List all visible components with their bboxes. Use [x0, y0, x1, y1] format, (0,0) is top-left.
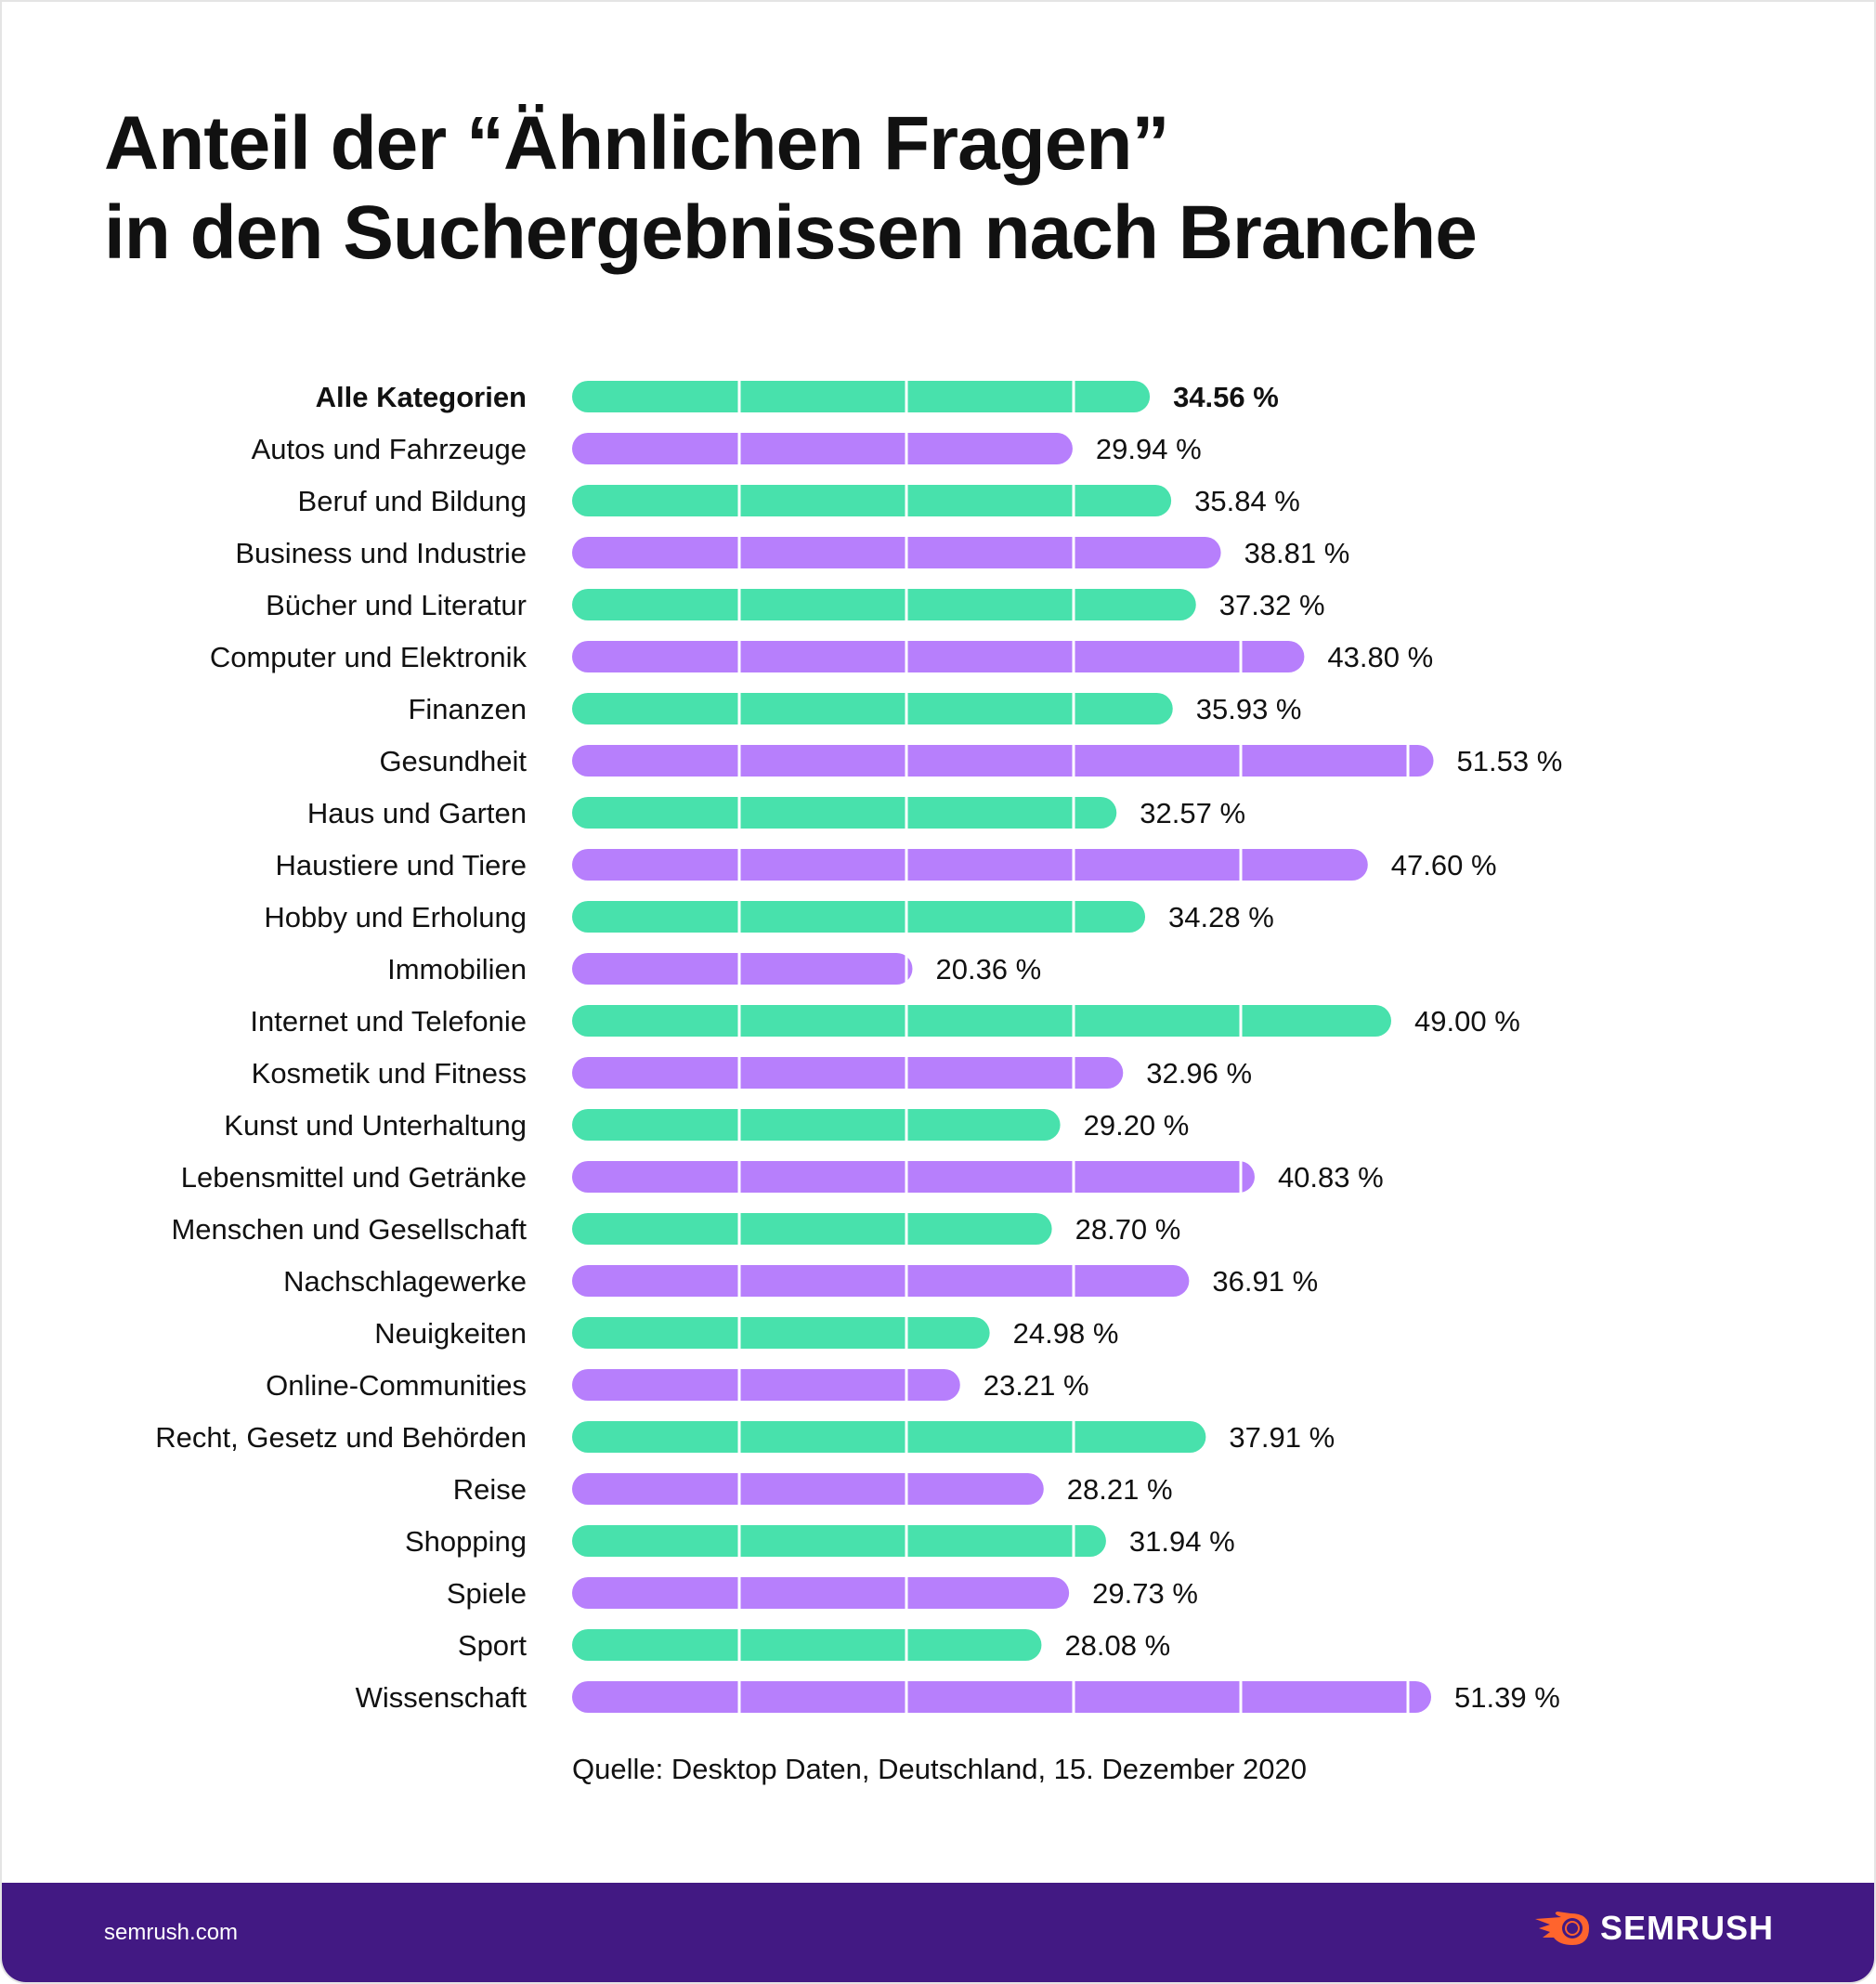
value-label: 51.53 % — [1457, 745, 1563, 777]
value-label: 28.70 % — [1075, 1213, 1181, 1246]
category-label: Hobby und Erholung — [264, 901, 527, 933]
value-label: 34.56 % — [1173, 381, 1279, 413]
bar — [572, 641, 1305, 672]
value-label: 29.20 % — [1084, 1109, 1190, 1142]
footer: semrush.com SEMRUSH — [2, 1883, 1874, 1982]
value-label: 47.60 % — [1391, 849, 1497, 881]
value-label: 20.36 % — [935, 953, 1041, 985]
category-label: Wissenschaft — [356, 1681, 528, 1714]
category-label: Haustiere und Tiere — [275, 849, 527, 881]
value-label: 28.08 % — [1064, 1629, 1170, 1662]
category-label: Shopping — [405, 1525, 527, 1558]
value-label: 40.83 % — [1278, 1161, 1384, 1194]
value-label: 49.00 % — [1414, 1005, 1520, 1038]
value-label: 38.81 % — [1244, 537, 1350, 569]
category-label: Autos und Fahrzeuge — [252, 433, 527, 465]
site-link[interactable]: semrush.com — [104, 1920, 239, 1945]
category-label: Business und Industrie — [235, 537, 527, 569]
value-label: 32.57 % — [1140, 797, 1245, 829]
bar — [572, 1057, 1124, 1089]
bar-chart: Alle Kategorien 34.56 % Autos und Fahrzeug… — [155, 381, 1563, 1714]
value-label: 37.32 % — [1219, 589, 1325, 621]
category-label: Recht, Gesetz und Behörden — [155, 1421, 527, 1454]
value-label: 23.21 % — [984, 1369, 1089, 1402]
logo-text: SEMRUSH — [1599, 1909, 1774, 1947]
value-label: 34.28 % — [1168, 901, 1274, 933]
semrush-logo: SEMRUSH — [1533, 1909, 1774, 1948]
bar — [572, 1421, 1206, 1453]
bar — [572, 485, 1172, 516]
bar — [572, 1577, 1070, 1609]
bar — [572, 901, 1146, 933]
bar — [572, 433, 1073, 464]
bar — [572, 1213, 1052, 1245]
title-line-1: Anteil der “Ähnlichen Fragen” — [104, 101, 1169, 186]
category-label: Nachschlagewerke — [283, 1265, 527, 1298]
category-label: Bücher und Literatur — [266, 589, 527, 621]
bar — [572, 953, 913, 985]
category-label: Kosmetik und Fitness — [252, 1057, 527, 1090]
category-label: Reise — [453, 1473, 527, 1506]
value-label: 31.94 % — [1129, 1525, 1235, 1558]
bar — [572, 745, 1434, 777]
bar — [572, 1681, 1432, 1713]
bar — [572, 1005, 1391, 1037]
title-line-2: in den Suchergebnissen nach Branche — [104, 190, 1478, 275]
bar — [572, 797, 1117, 829]
category-label: Computer und Elektronik — [210, 641, 528, 673]
category-label: Haus und Garten — [307, 797, 527, 829]
category-label: Beruf und Bildung — [298, 485, 527, 517]
category-label: Immobilien — [387, 953, 527, 985]
value-label: 28.21 % — [1067, 1473, 1173, 1506]
bar — [572, 693, 1173, 724]
semrush-fireball-icon — [1534, 1912, 1589, 1945]
value-label: 51.39 % — [1454, 1681, 1560, 1714]
bar — [572, 1265, 1190, 1297]
value-label: 43.80 % — [1327, 641, 1433, 673]
bar — [572, 849, 1368, 881]
category-label: Kunst und Unterhaltung — [224, 1109, 527, 1142]
category-label: Alle Kategorien — [316, 381, 527, 413]
value-label: 36.91 % — [1212, 1265, 1318, 1298]
source-note: Quelle: Desktop Daten, Deutschland, 15. … — [572, 1753, 1307, 1785]
bar — [572, 1369, 960, 1401]
value-label: 35.84 % — [1194, 485, 1300, 517]
bar — [572, 1317, 990, 1349]
bar — [572, 1525, 1106, 1557]
category-label: Online-Communities — [266, 1369, 527, 1402]
value-label: 24.98 % — [1013, 1317, 1119, 1350]
category-label: Internet und Telefonie — [250, 1005, 527, 1038]
chart-title: Anteil der “Ähnlichen Fragen” in den Such… — [104, 99, 1478, 278]
bar — [572, 589, 1196, 620]
bar — [572, 1161, 1255, 1193]
bar — [572, 537, 1221, 568]
category-label: Lebensmittel und Getränke — [181, 1161, 527, 1194]
category-label: Gesundheit — [379, 745, 527, 777]
value-label: 32.96 % — [1146, 1057, 1252, 1090]
value-label: 29.73 % — [1092, 1577, 1198, 1610]
category-label: Finanzen — [408, 693, 527, 725]
bar — [572, 1109, 1061, 1141]
category-label: Menschen und Gesellschaft — [171, 1213, 527, 1246]
category-label: Neuigkeiten — [374, 1317, 527, 1350]
bar — [572, 381, 1151, 412]
category-label: Sport — [458, 1629, 527, 1662]
category-label: Spiele — [447, 1577, 527, 1610]
bar — [572, 1629, 1042, 1661]
value-label: 35.93 % — [1196, 693, 1302, 725]
value-label: 29.94 % — [1096, 433, 1202, 465]
bar — [572, 1473, 1044, 1505]
value-label: 37.91 % — [1229, 1421, 1335, 1454]
